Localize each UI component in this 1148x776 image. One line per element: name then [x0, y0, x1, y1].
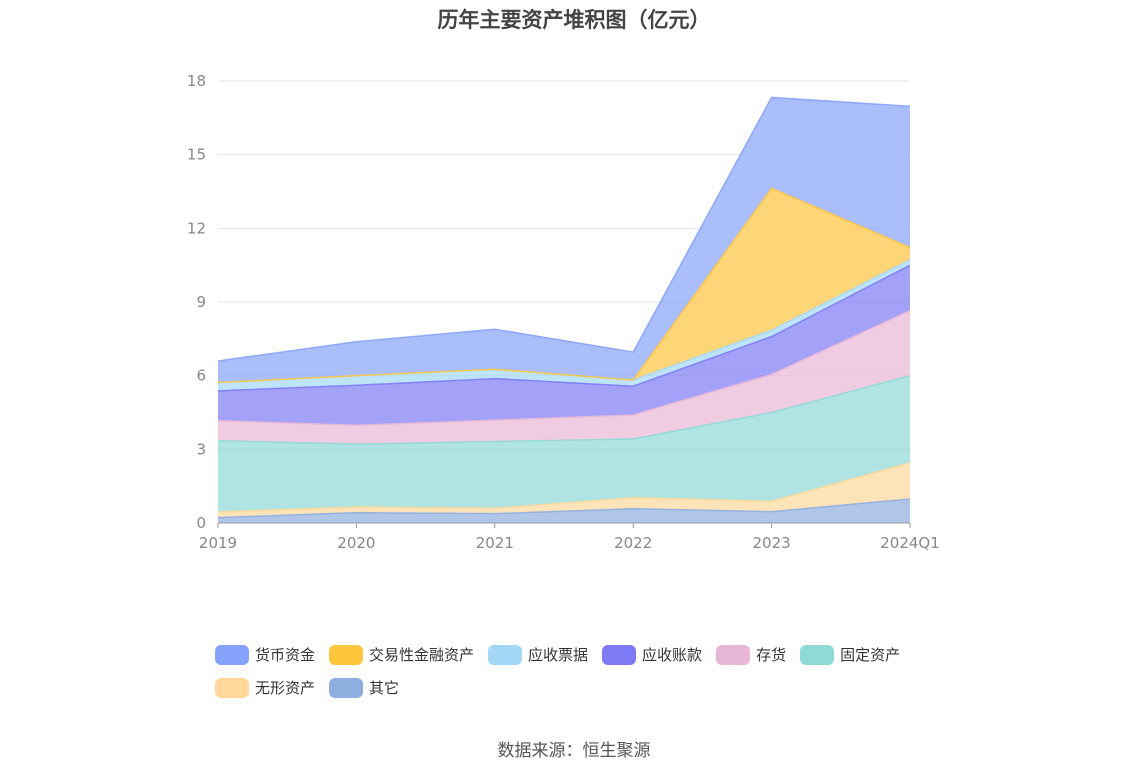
legend-row: 货币资金 交易性金融资产 应收票据 应收账款 存货 固定资产 [215, 638, 975, 671]
legend-label: 应收票据 [528, 646, 589, 664]
data-source-note: 数据来源：恒生聚源 [497, 741, 651, 761]
legend-label: 固定资产 [840, 646, 901, 664]
legend-swatch [215, 644, 249, 665]
area-series-固定资产 [218, 375, 910, 512]
area-series-无形资产 [218, 462, 910, 518]
legend-label: 存货 [756, 646, 787, 664]
legend-item[interactable]: 货币资金 [215, 644, 315, 665]
legend-item[interactable]: 无形资产 [215, 677, 315, 698]
legend-item[interactable]: 应收票据 [488, 644, 588, 665]
x-tick-label: 2019 [199, 534, 237, 552]
y-tick-label: 6 [196, 367, 206, 385]
legend-swatch [329, 677, 364, 698]
x-tick-label: 2023 [753, 534, 791, 552]
series-line-货币资金 [217, 96, 911, 362]
area-series-货币资金 [218, 97, 910, 383]
y-tick-label: 18 [187, 72, 206, 90]
x-tick-label: 2022 [614, 534, 652, 552]
legend-swatch [602, 644, 637, 665]
legend-swatch [800, 644, 835, 665]
area-series-存货 [218, 310, 910, 445]
series-line-无形资产 [217, 462, 911, 513]
legend-row: 无形资产 其它 [215, 671, 975, 704]
x-tick-label: 2021 [476, 534, 514, 552]
y-tick-label: 0 [196, 514, 206, 532]
area-series-应收账款 [218, 265, 910, 426]
chart-legend: 货币资金 交易性金融资产 应收票据 应收账款 存货 固定资产 无形资产 其它 [215, 638, 975, 704]
legend-label: 货币资金 [255, 646, 316, 664]
series-line-固定资产 [217, 374, 911, 445]
legend-swatch [215, 677, 249, 698]
legend-swatch [329, 644, 364, 665]
chart-title: 历年主要资产堆积图（亿元） [437, 8, 711, 32]
legend-label: 交易性金融资产 [369, 646, 475, 664]
y-tick-label: 12 [187, 219, 206, 237]
legend-label: 其它 [369, 679, 400, 697]
y-tick-label: 3 [196, 440, 206, 458]
area-series-其它 [218, 498, 910, 523]
legend-label: 无形资产 [255, 679, 316, 697]
legend-item[interactable]: 其它 [329, 677, 399, 698]
x-tick-label: 2024Q1 [880, 534, 940, 552]
series-line-应收账款 [217, 264, 911, 392]
y-tick-label: 15 [187, 146, 206, 164]
series-line-其它 [217, 498, 911, 519]
x-tick-label: 2020 [337, 534, 375, 552]
legend-item[interactable]: 应收账款 [602, 644, 702, 665]
series-line-交易性金融资产 [217, 187, 911, 384]
series-line-存货 [217, 309, 911, 427]
legend-item[interactable]: 存货 [716, 644, 786, 665]
y-tick-label: 9 [196, 293, 206, 311]
stacked-area-chart: 0 3 6 9 12 15 18 2019 2020 2021 2022 2023 2024Q1 [187, 72, 940, 552]
legend-swatch [488, 644, 523, 665]
legend-item[interactable]: 交易性金融资产 [329, 644, 474, 665]
legend-label: 应收账款 [642, 646, 703, 664]
legend-item[interactable]: 固定资产 [800, 644, 900, 665]
legend-swatch [716, 644, 751, 665]
